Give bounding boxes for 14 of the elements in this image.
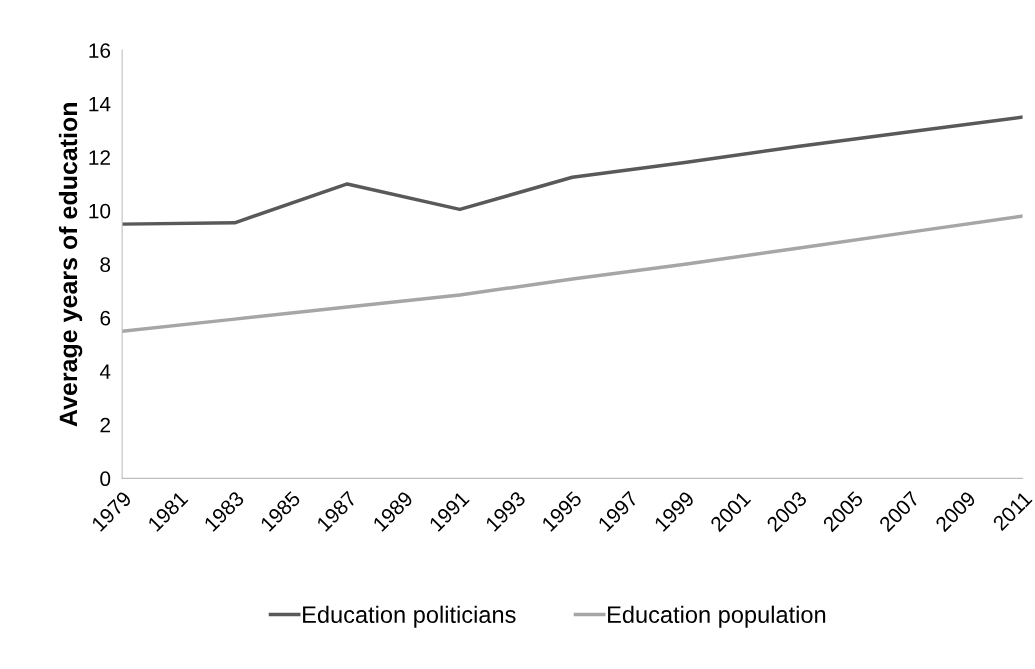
y-tick-label: 14 <box>89 96 111 112</box>
y-tick-label: 10 <box>89 203 111 219</box>
y-tick-label: 2 <box>100 417 110 433</box>
y-tick-label: 4 <box>99 364 111 379</box>
y-tick-label: 0 <box>100 471 111 487</box>
y-tick-label: 12 <box>89 150 110 165</box>
y-tick-label: 6 <box>100 310 111 326</box>
y-axis-title: Average years of education <box>58 103 83 427</box>
line-series <box>122 115 1023 226</box>
line-series <box>122 214 1023 333</box>
y-tick-label: 16 <box>89 43 111 58</box>
legend-label: Education population <box>608 605 826 628</box>
y-tick-label: 8 <box>100 257 111 273</box>
legend-label: Education politicians <box>303 605 516 628</box>
